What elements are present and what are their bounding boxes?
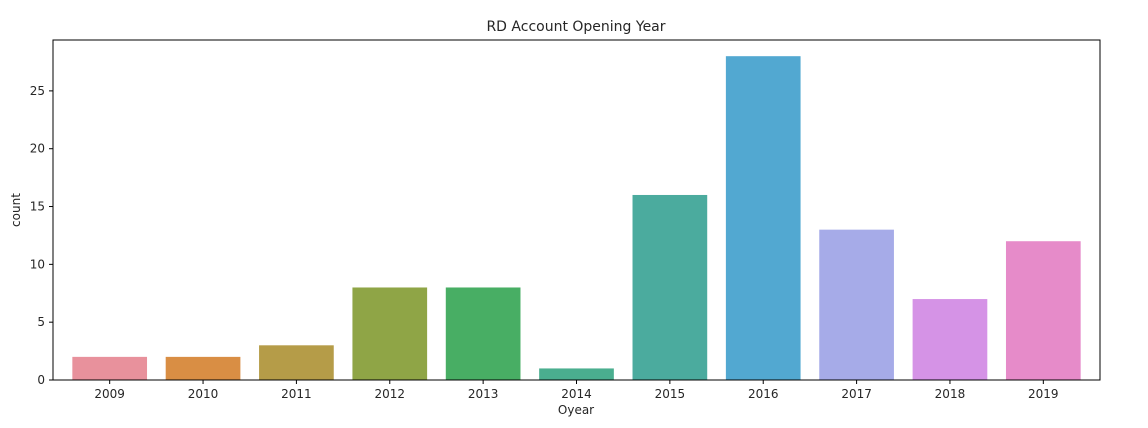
bar-2010 [165, 356, 241, 380]
bars-layer [72, 56, 1081, 380]
x-tick-label-2017: 2017 [841, 387, 872, 401]
x-axis-title: Oyear [558, 403, 594, 417]
y-tick-label-5: 5 [37, 315, 45, 329]
y-axis: 0 5 10 15 20 25 [30, 84, 53, 387]
x-tick-label-2019: 2019 [1028, 387, 1059, 401]
x-tick-label-2016: 2016 [748, 387, 779, 401]
x-tick-label-2018: 2018 [935, 387, 966, 401]
y-tick-label-25: 25 [30, 84, 45, 98]
x-tick-label-2014: 2014 [561, 387, 592, 401]
x-tick-label-2015: 2015 [655, 387, 686, 401]
bar-2011 [259, 345, 334, 380]
x-tick-label-2010: 2010 [188, 387, 219, 401]
x-axis: 2009 2010 2011 2012 2013 2014 2015 2016 2017 2018… [94, 380, 1059, 401]
y-tick-label-10: 10 [30, 257, 45, 271]
y-tick-label-0: 0 [37, 373, 45, 387]
bar-2018 [912, 299, 988, 380]
x-tick-label-2011: 2011 [281, 387, 312, 401]
x-tick-label-2009: 2009 [94, 387, 125, 401]
y-tick-label-15: 15 [30, 200, 45, 214]
bar-2012 [352, 287, 428, 380]
bar-2015 [632, 194, 708, 380]
bar-2017 [819, 229, 894, 380]
chart-title: RD Account Opening Year [486, 19, 665, 35]
x-tick-label-2012: 2012 [374, 387, 405, 401]
y-axis-title: count [9, 193, 23, 227]
bar-2009 [72, 356, 148, 380]
y-tick-label-20: 20 [30, 142, 45, 156]
bar-2013 [445, 287, 521, 380]
bar-2014 [539, 368, 614, 380]
bar-2016 [725, 56, 801, 380]
bar-2019 [1005, 241, 1081, 380]
x-tick-label-2013: 2013 [468, 387, 499, 401]
